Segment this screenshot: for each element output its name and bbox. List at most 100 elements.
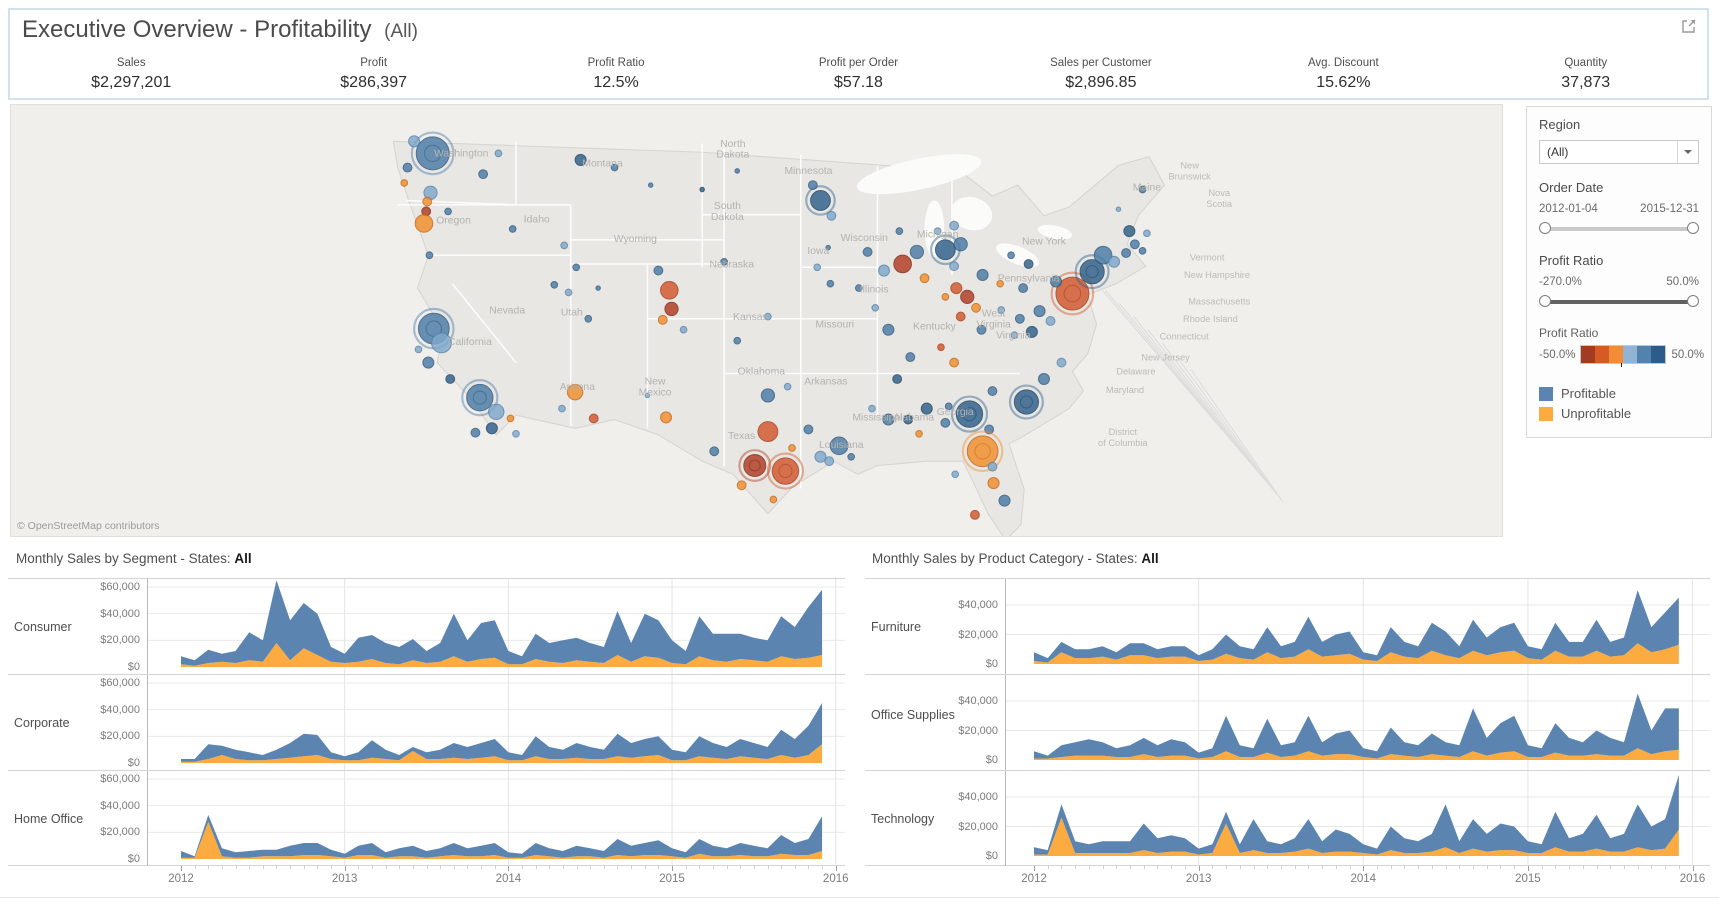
map-bubble[interactable] [1023, 259, 1034, 269]
map-bubble[interactable] [905, 352, 916, 363]
map-bubble[interactable] [488, 403, 505, 421]
map-bubble[interactable] [1018, 283, 1029, 294]
legend-item-unprofitable[interactable]: Unprofitable [1539, 406, 1699, 421]
map-bubble[interactable] [987, 461, 998, 472]
map-bubble[interactable] [408, 135, 421, 148]
map-bubble[interactable] [934, 239, 956, 261]
map-bubble[interactable] [660, 411, 673, 424]
map-bubble[interactable] [944, 402, 953, 411]
area-plot-furniture[interactable] [1005, 579, 1710, 674]
map-bubble[interactable] [970, 509, 980, 520]
map-bubble[interactable] [764, 312, 772, 321]
map-bubble[interactable] [1115, 206, 1122, 212]
map-bubble[interactable] [919, 273, 930, 284]
map-bubble[interactable] [560, 241, 568, 250]
area-plot-home-office[interactable] [147, 771, 845, 866]
map-bubble[interactable] [1138, 185, 1147, 194]
map-bubble[interactable] [1045, 316, 1056, 326]
map-bubble[interactable] [478, 169, 489, 180]
map-bubble[interactable] [868, 404, 876, 413]
area-plot-technology[interactable] [1005, 771, 1710, 866]
map-bubble[interactable] [771, 457, 800, 485]
profit-ratio-slider[interactable] [1539, 295, 1699, 308]
chevron-down-icon[interactable] [1677, 141, 1698, 163]
map-bubble[interactable] [949, 357, 960, 368]
map-bubble[interactable] [512, 429, 520, 438]
map-bubble[interactable] [940, 417, 951, 428]
map-bubble[interactable] [1129, 239, 1140, 250]
area-plot-consumer[interactable] [147, 579, 845, 674]
map-bubble[interactable] [584, 314, 593, 323]
map-bubble[interactable] [422, 196, 433, 207]
map-bubble[interactable] [660, 280, 679, 300]
map-bubble[interactable] [400, 179, 409, 187]
map-bubble[interactable] [941, 293, 950, 301]
map-bubble[interactable] [955, 400, 984, 428]
map-bubble[interactable] [1121, 248, 1132, 258]
map-bubble[interactable] [826, 210, 837, 221]
order-date-slider[interactable] [1539, 222, 1699, 235]
map-bubble[interactable] [810, 190, 831, 211]
map-bubble[interactable] [422, 356, 435, 369]
map-bubble[interactable] [976, 268, 989, 281]
map-bubble[interactable] [984, 424, 995, 435]
map-bubble[interactable] [653, 265, 664, 276]
map-bubble[interactable] [431, 332, 452, 354]
map-bubble[interactable] [733, 336, 742, 345]
map-bubble[interactable] [679, 325, 688, 334]
region-dropdown[interactable]: (All) [1539, 140, 1699, 164]
map-bubble[interactable] [664, 301, 679, 317]
map-bubble[interactable] [494, 149, 503, 158]
map-bubble[interactable] [955, 311, 966, 322]
map-bubble[interactable] [997, 306, 1006, 314]
map-bubble[interactable] [760, 388, 776, 403]
map-bubble[interactable] [915, 429, 923, 438]
map-bubble[interactable] [644, 392, 651, 399]
order-date-slider-handle-right[interactable] [1687, 222, 1699, 234]
map-bubble[interactable] [402, 162, 413, 173]
map-bubble[interactable] [1108, 255, 1121, 268]
color-legend-strip[interactable] [1580, 345, 1667, 367]
map-bubble[interactable] [893, 254, 912, 274]
map-bubble[interactable] [709, 446, 720, 457]
map-bubble[interactable] [987, 386, 998, 396]
map-bubble[interactable] [564, 288, 573, 297]
map-bubble[interactable] [871, 303, 880, 312]
map-bubble[interactable] [1055, 276, 1090, 311]
map-bubble[interactable] [574, 153, 587, 166]
map-bubble[interactable] [953, 237, 968, 252]
map-bubble[interactable] [414, 214, 434, 233]
map-bubble[interactable] [1025, 325, 1038, 338]
map-bubble[interactable] [807, 180, 818, 191]
map-bubble[interactable] [558, 404, 566, 413]
map-bubble[interactable] [550, 280, 559, 289]
map-bubble[interactable] [788, 444, 796, 452]
map-bubble[interactable] [769, 495, 778, 504]
map-bubble[interactable] [854, 284, 863, 292]
profit-ratio-color-legend[interactable]: -50.0% 50.0% [1539, 345, 1704, 367]
map-bubble[interactable] [466, 383, 494, 412]
map-bubble[interactable] [814, 450, 827, 463]
profit-ratio-slider-handle-left[interactable] [1539, 295, 1551, 307]
map-bubble[interactable] [657, 314, 668, 325]
map-bubble[interactable] [1056, 357, 1067, 368]
map-bubble[interactable] [829, 436, 849, 456]
map-bubble[interactable] [699, 186, 705, 193]
map-bubble[interactable] [882, 323, 895, 336]
map-bubble[interactable] [933, 227, 942, 235]
map-bubble[interactable] [895, 227, 904, 235]
map-panel[interactable]: Washington Oregon California Nevada Idaho Uta… [10, 104, 1503, 537]
map-bubble[interactable] [1143, 229, 1151, 238]
map-bubble[interactable] [950, 282, 963, 295]
map-bubble[interactable] [445, 374, 456, 384]
map-bubble[interactable] [588, 413, 599, 424]
map-bubble[interactable] [506, 414, 515, 423]
map-bubble[interactable] [1013, 389, 1040, 415]
map-bubble[interactable] [572, 263, 581, 272]
map-bubble[interactable] [966, 435, 999, 468]
map-bubble[interactable] [757, 421, 779, 442]
map-bubble[interactable] [736, 480, 747, 491]
map-bubble[interactable] [783, 382, 792, 391]
map-bubble[interactable] [414, 345, 423, 354]
legend-item-profitable[interactable]: Profitable [1539, 386, 1699, 401]
